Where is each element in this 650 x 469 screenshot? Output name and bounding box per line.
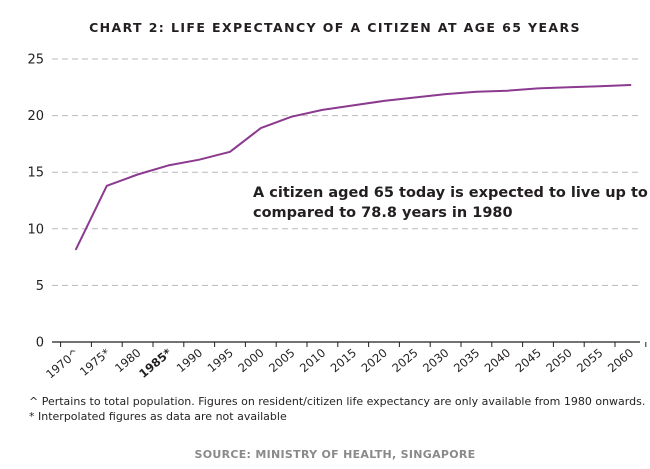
footnote-total-population: ^ Pertains to total population. Figures … xyxy=(29,395,645,408)
x-tick-label: 1995 xyxy=(204,346,235,376)
chart-title: CHART 2: LIFE EXPECTANCY OF A CITIZEN AT… xyxy=(89,20,581,35)
y-axis-ticks: 0 5 10 15 20 25 xyxy=(27,53,44,351)
series-lines xyxy=(75,84,632,251)
x-tick-label: 1975* xyxy=(77,345,113,378)
x-tick-label: 2000 xyxy=(235,346,266,376)
life-expectancy-line xyxy=(75,84,632,251)
x-tick-label: 2005 xyxy=(266,346,297,376)
footnote-interpolated: * Interpolated figures as data are not a… xyxy=(29,410,287,423)
x-tick-label: 2030 xyxy=(420,346,451,376)
x-tick-label: 2020 xyxy=(358,346,389,376)
y-tick-label: 0 xyxy=(36,336,44,351)
x-tick-label: 2040 xyxy=(482,346,513,376)
x-tick-label: 2050 xyxy=(543,346,574,376)
x-tick-label: 1990 xyxy=(174,346,205,376)
x-tick-label: 1985* xyxy=(136,346,174,381)
y-tick-label: 20 xyxy=(27,109,44,124)
x-tick-label: 2055 xyxy=(574,346,605,376)
gridlines xyxy=(52,58,640,286)
annotation-line-2: compared to 78.8 years in 1980 xyxy=(253,205,513,221)
y-tick-label: 5 xyxy=(36,279,44,294)
x-tick-label: 2025 xyxy=(389,346,420,376)
x-tick-label: 2060 xyxy=(605,346,636,376)
x-tick-label: 2045 xyxy=(512,346,543,376)
x-tick-label: 2035 xyxy=(451,346,482,376)
y-tick-label: 25 xyxy=(27,53,44,68)
x-axis-tick-marks xyxy=(60,342,647,347)
y-tick-label: 15 xyxy=(27,166,44,181)
y-tick-label: 10 xyxy=(27,222,44,237)
annotation-line-1: A citizen aged 65 today is expected to l… xyxy=(253,185,650,201)
x-tick-label: 2015 xyxy=(328,346,359,376)
x-tick-label: 2010 xyxy=(297,346,328,376)
x-tick-label: 1970^ xyxy=(43,346,82,382)
source-note: SOURCE: MINISTRY OF HEALTH, SINGAPORE xyxy=(194,448,475,461)
